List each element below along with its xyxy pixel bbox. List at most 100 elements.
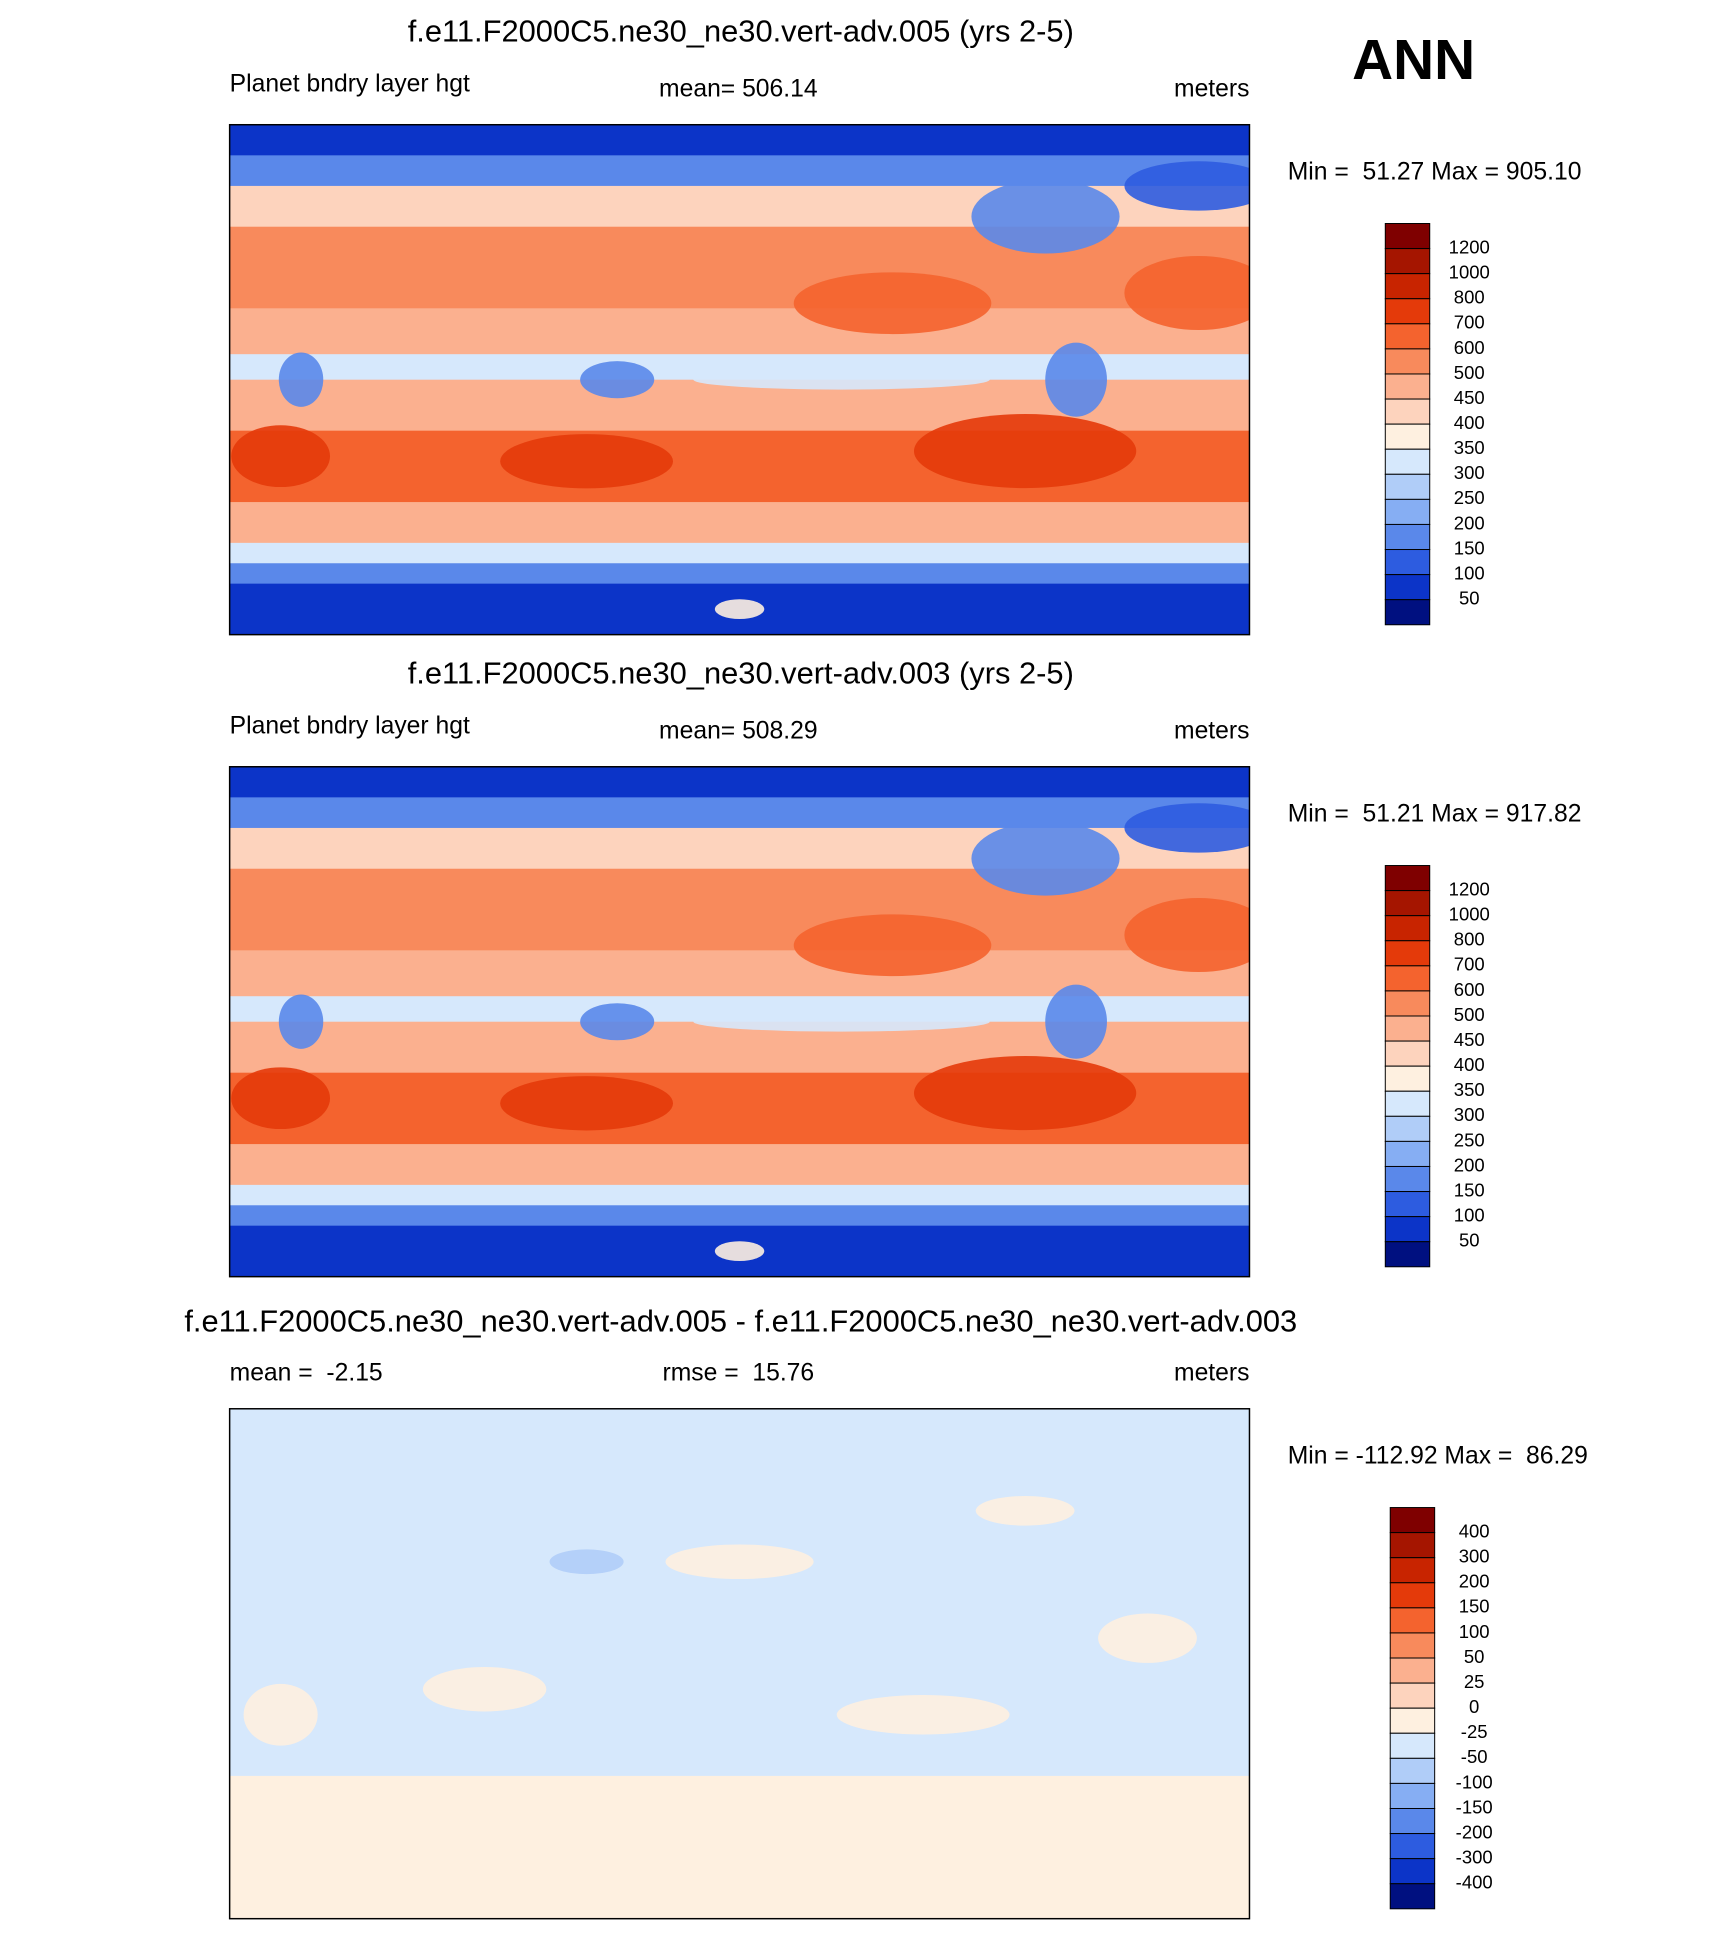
colorbar-box (1384, 298, 1431, 325)
colorbar-label: 450 (1454, 1029, 1485, 1050)
colorbar-label: 100 (1454, 1205, 1485, 1226)
map-region (580, 361, 655, 399)
map-region (693, 1011, 990, 1032)
map-field (229, 766, 1250, 1277)
map-region (665, 1544, 814, 1580)
map-region (231, 1067, 331, 1130)
colorbar-label: 800 (1454, 929, 1485, 950)
colorbar-label: -300 (1456, 1847, 1493, 1868)
colorbar-box (1389, 1883, 1436, 1910)
colorbar-label: 0 (1469, 1696, 1479, 1717)
left-label: mean = -2.15 (230, 1360, 383, 1387)
colorbar-box (1384, 1090, 1431, 1117)
season-label: ANN (1352, 29, 1475, 92)
center-label: rmse = 15.76 (663, 1360, 815, 1387)
colorbar-label: 50 (1464, 1646, 1485, 1667)
min-max-label: Min = 51.21 Max = 917.82 (1288, 800, 1582, 827)
colorbar-label: -200 (1456, 1821, 1493, 1842)
colorbar-label: 150 (1454, 1179, 1485, 1200)
colorbar-label: 200 (1459, 1571, 1490, 1592)
colorbar-box (1389, 1682, 1436, 1709)
map-region (971, 179, 1120, 254)
map-region (836, 1694, 1010, 1735)
map-field (229, 1408, 1250, 1919)
colorbar-box (1384, 1191, 1431, 1218)
colorbar-box (1384, 398, 1431, 425)
colorbar-box (1384, 523, 1431, 551)
colorbar-label: 100 (1454, 562, 1485, 583)
colorbar-box (1389, 1782, 1436, 1809)
colorbar-box (1384, 599, 1431, 626)
colorbar-box (1384, 1015, 1431, 1042)
colorbar-label: 1200 (1449, 236, 1490, 257)
map-band (229, 1775, 1250, 1919)
colorbar-label: 400 (1459, 1521, 1490, 1542)
colorbar-box (1389, 1632, 1436, 1659)
colorbar-box (1389, 1807, 1436, 1835)
map-band (229, 124, 1250, 157)
colorbar-label: 450 (1454, 387, 1485, 408)
map-region (580, 1003, 655, 1041)
map-region (913, 1056, 1137, 1131)
colorbar-box (1389, 1557, 1436, 1584)
colorbar-box (1389, 1707, 1436, 1734)
colorbar-box (1384, 574, 1431, 601)
colorbar-label: 500 (1454, 1004, 1485, 1025)
map-region (1124, 255, 1250, 331)
colorbar-label: -150 (1456, 1796, 1493, 1817)
colorbar-box (1389, 1507, 1436, 1534)
colorbar-box (1384, 1040, 1431, 1067)
map-frame (228, 766, 1251, 1278)
colorbar-box (1389, 1582, 1436, 1609)
colorbar-box (1384, 865, 1431, 892)
colorbar-label: 700 (1454, 312, 1485, 333)
colorbar-label: 400 (1454, 1054, 1485, 1075)
colorbar-label: 350 (1454, 1079, 1485, 1100)
colorbar-box (1389, 1607, 1436, 1634)
colorbar-label: 300 (1454, 462, 1485, 483)
colorbar-box (1384, 1065, 1431, 1092)
map-band (229, 563, 1250, 585)
map-region (500, 1076, 674, 1131)
map-band (229, 542, 1250, 565)
panel-title: f.e11.F2000C5.ne30_ne30.vert-adv.005 (yr… (408, 14, 1074, 49)
colorbar-box (1384, 1241, 1431, 1268)
colorbar-label: 50 (1459, 1230, 1480, 1251)
map-region (1045, 984, 1107, 1059)
map-region (971, 821, 1120, 896)
center-label: mean= 506.14 (659, 76, 818, 103)
colorbar-box (1384, 915, 1431, 942)
colorbar-label: 250 (1454, 487, 1485, 508)
colorbar-label: 1200 (1449, 878, 1490, 899)
map-field (229, 124, 1250, 635)
map (228, 123, 1251, 636)
map-region (714, 599, 765, 620)
map-region (1124, 897, 1250, 973)
map-region (1124, 803, 1250, 853)
map-band (229, 155, 1250, 188)
colorbar-box (1384, 273, 1431, 300)
map-region (549, 1549, 624, 1575)
colorbar-box (1384, 965, 1431, 992)
colorbar-label: 700 (1454, 954, 1485, 975)
colorbar-box (1384, 1216, 1431, 1243)
colorbar-box (1384, 373, 1431, 400)
map-band (229, 797, 1250, 830)
colorbar-box (1384, 1115, 1431, 1142)
map-region (1124, 161, 1250, 211)
colorbar-label: 300 (1459, 1546, 1490, 1567)
map-band (229, 950, 1250, 998)
colorbar-box (1389, 1833, 1436, 1860)
right-label: meters (1174, 1360, 1249, 1387)
colorbar-label: 400 (1454, 412, 1485, 433)
colorbar-box (1384, 549, 1431, 576)
colorbar-label: -100 (1456, 1771, 1493, 1792)
colorbar-label: 1000 (1449, 262, 1490, 283)
map-region (913, 414, 1137, 489)
colorbar-label: 600 (1454, 337, 1485, 358)
map-region (693, 369, 990, 390)
colorbar-box (1384, 1140, 1431, 1167)
map-region (278, 994, 324, 1049)
map-band (229, 1184, 1250, 1207)
